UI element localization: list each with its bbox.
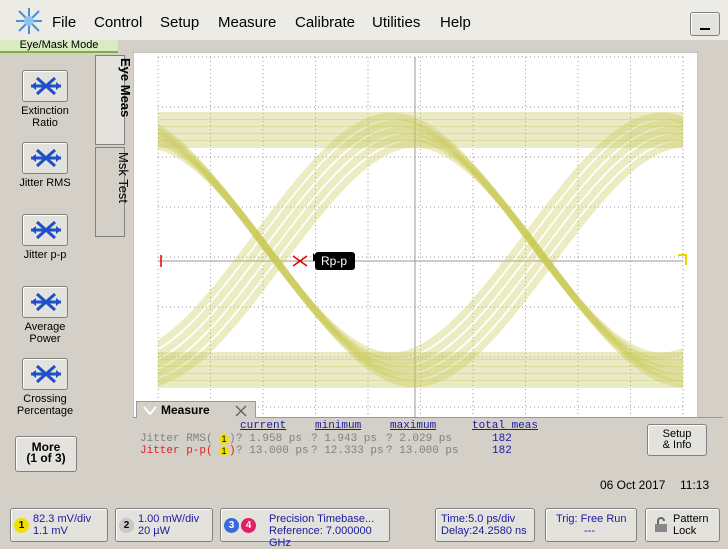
row-close: ) (229, 445, 236, 457)
measure-button[interactable] (22, 214, 68, 246)
channel-number: 3 (224, 518, 239, 533)
minimize-button[interactable] (690, 12, 720, 36)
measure-value: ? 13.000 ps (386, 445, 459, 457)
timebase-reference: Reference: 7.000000 GHz (269, 525, 389, 549)
collapse-icon (143, 406, 157, 416)
row-channel: 1 (219, 446, 229, 456)
trigger-mode: Trig: Free Run (556, 513, 627, 525)
time: 11:13 (680, 478, 709, 492)
menu-item[interactable]: Help (440, 14, 471, 31)
button-label: Average (0, 322, 90, 333)
timebase-name: Precision Timebase... (269, 513, 374, 525)
close-icon[interactable] (235, 405, 247, 417)
menu-item[interactable]: File (52, 14, 76, 31)
measure-button[interactable] (22, 70, 68, 102)
measure-value: ? 12.333 ps (311, 445, 384, 457)
menu-item[interactable]: Control (94, 14, 142, 31)
trigger-level: --- (584, 525, 595, 537)
measure-tab[interactable]: Measure (136, 401, 256, 418)
button-icon (23, 143, 69, 173)
scope-app: File Control Setup Measure Calibrate Uti… (0, 0, 728, 548)
date: 06 Oct 2017 (600, 478, 665, 492)
mode-label: Eye/Mask Mode (0, 40, 118, 53)
channel-number: 4 (241, 518, 256, 533)
button-label: Jitter RMS (0, 178, 90, 189)
menu-item[interactable]: Utilities (372, 14, 420, 31)
channel-number: 1 (14, 518, 29, 533)
column-header: maximum (390, 420, 436, 432)
time-scale: Time:5.0 ps/div (441, 513, 515, 525)
tab-msk-test[interactable]: Msk Test (95, 147, 125, 237)
row-label: Jitter RMS( (140, 433, 213, 445)
menu-item[interactable]: Calibrate (295, 14, 355, 31)
measure-value: ? 13.000 ps (236, 445, 309, 457)
ch1-offset: 1.1 mV (33, 525, 68, 537)
measure-value: 182 (492, 433, 512, 445)
marker: Rp-p (313, 252, 355, 270)
logo (14, 6, 44, 36)
ch2-scale: 1.00 mW/div (138, 513, 199, 525)
measure-value: ? 1.943 ps (311, 433, 377, 445)
setup-info-button[interactable]: Setup& Info (647, 424, 707, 456)
measure-value: ? 2.029 ps (386, 433, 452, 445)
tab-eye-meas[interactable]: Eye Meas (95, 55, 125, 145)
button-label: Ratio (0, 118, 90, 129)
menu-item[interactable]: Measure (218, 14, 276, 31)
measure-button[interactable] (22, 286, 68, 318)
more-page: (1 of 3) (16, 453, 76, 464)
button-icon (23, 71, 69, 101)
time-delay: Delay:24.2580 ns (441, 525, 527, 537)
channel-number: 2 (119, 518, 134, 533)
marker-label: Rp-p (321, 254, 347, 268)
button-icon (23, 287, 69, 317)
minimize-icon (700, 28, 710, 30)
column-header: total meas (472, 420, 538, 432)
button-icon (23, 215, 69, 245)
tab-label: Msk Test (116, 152, 131, 203)
trigger-button[interactable]: Trig: Free Run--- (545, 508, 637, 542)
button-icon (23, 359, 69, 389)
menu-item[interactable]: Setup (160, 14, 199, 31)
column-header: current (240, 420, 286, 432)
tab-label: Eye Meas (118, 58, 133, 117)
measure-title: Measure (161, 403, 210, 417)
more-button[interactable]: More(1 of 3) (15, 436, 77, 472)
measure-button[interactable] (22, 358, 68, 390)
ch2-offset: 20 µW (138, 525, 170, 537)
menu-bar: File Control Setup Measure Calibrate Uti… (0, 0, 728, 40)
measure-value: 182 (492, 445, 512, 457)
button-label: Crossing (0, 394, 90, 405)
row-label: Jitter p-p( (140, 445, 213, 457)
column-header: minimum (315, 420, 361, 432)
measure-button[interactable] (22, 142, 68, 174)
ch1-scale: 82.3 mV/div (33, 513, 91, 525)
lock-icon (654, 517, 668, 533)
button-label: Percentage (0, 406, 90, 417)
button-label: Jitter p-p (0, 250, 90, 261)
lock-label: Lock (673, 525, 696, 537)
setup-label: & Info (648, 440, 706, 451)
row-close: ) (229, 433, 236, 445)
button-label: Extinction (0, 106, 90, 117)
row-channel: 1 (219, 434, 229, 444)
measure-value: ? 1.958 ps (236, 433, 302, 445)
button-label: Power (0, 334, 90, 345)
pattern-label: Pattern (673, 513, 708, 525)
